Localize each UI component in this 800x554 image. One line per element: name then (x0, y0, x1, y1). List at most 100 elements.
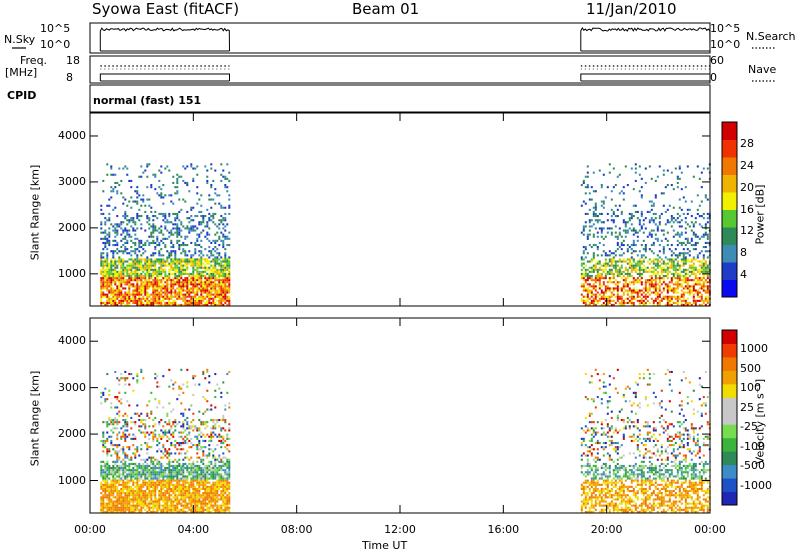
echo-cell (148, 506, 151, 509)
echo-cell (656, 301, 659, 304)
echo-cell (210, 163, 213, 166)
echo-cell (580, 299, 583, 302)
echo-cell (200, 281, 203, 284)
echo-cell (696, 260, 699, 263)
echo-cell (662, 279, 665, 282)
echo-cell (648, 281, 651, 284)
echo-cell (182, 289, 185, 292)
echo-cell (624, 223, 627, 226)
echo-cell (154, 279, 157, 282)
echo-cell (162, 471, 165, 474)
echo-cell (162, 456, 165, 459)
echo-cell (110, 268, 113, 271)
echo-cell (130, 217, 133, 220)
echo-cell (110, 285, 113, 288)
echo-cell (212, 289, 215, 292)
echo-cell (620, 210, 623, 213)
echo-cell (114, 462, 117, 465)
echo-cell (100, 227, 103, 230)
echo-cell (138, 475, 141, 478)
echo-cell (200, 289, 203, 292)
echo-cell (612, 186, 615, 189)
echo-cell (220, 287, 223, 290)
echo-cell (170, 460, 173, 463)
echo-cell (656, 266, 659, 269)
echo-cell (700, 235, 703, 238)
echo-cell (178, 473, 181, 476)
echo-cell (126, 268, 129, 271)
echo-cell (618, 268, 621, 271)
echo-cell (198, 383, 201, 386)
echo-cell (688, 275, 691, 278)
echo-cell (156, 506, 159, 509)
echo-cell (180, 467, 183, 470)
echo-cell (148, 283, 151, 286)
echo-cell (122, 221, 125, 224)
echo-cell (102, 442, 105, 445)
echo-cell (168, 490, 171, 493)
echo-cell (588, 233, 591, 236)
echo-cell (116, 467, 119, 470)
echo-cell (214, 241, 217, 244)
echo-cell (680, 270, 683, 273)
echo-cell (646, 295, 649, 298)
echo-cell (134, 233, 137, 236)
echo-cell (124, 235, 127, 238)
echo-cell (102, 275, 105, 278)
echo-cell (676, 217, 679, 220)
echo-cell (102, 268, 105, 271)
echo-cell (182, 283, 185, 286)
echo-cell (220, 279, 223, 282)
echo-cell (104, 481, 107, 484)
echo-cell (594, 285, 597, 288)
echo-cell (192, 492, 195, 495)
echo-cell (114, 510, 117, 513)
echo-cell (120, 477, 123, 480)
echo-cell (172, 272, 175, 275)
echo-cell (132, 219, 135, 222)
echo-cell (172, 279, 175, 282)
echo-cell (190, 427, 193, 430)
echo-cell (166, 260, 169, 263)
echo-cell (174, 419, 177, 422)
echo-cell (192, 419, 195, 422)
echo-cell (678, 279, 681, 282)
echo-cell (170, 252, 173, 255)
echo-cell (160, 188, 163, 191)
echo-cell (604, 275, 607, 278)
echo-cell (580, 272, 583, 275)
echo-cell (190, 283, 193, 286)
echo-cell (620, 277, 623, 280)
echo-cell (106, 303, 109, 306)
echo-cell (136, 293, 139, 296)
echo-cell (676, 272, 679, 275)
echo-cell (214, 297, 217, 300)
echo-cell (104, 469, 107, 472)
echo-cell (174, 487, 177, 490)
echo-cell (140, 506, 143, 509)
echo-cell (136, 291, 139, 294)
echo-cell (134, 504, 137, 507)
echo-cell (212, 283, 215, 286)
echo-cell (154, 272, 157, 275)
echo-cell (694, 221, 697, 224)
echo-cell (672, 217, 675, 220)
echo-cell (214, 277, 217, 280)
echo-cell (682, 258, 685, 261)
echo-cell (678, 252, 681, 255)
echo-cell (212, 297, 215, 300)
echo-cell (204, 492, 207, 495)
echo-cell (134, 266, 137, 269)
echo-cell (108, 275, 111, 278)
echo-cell (226, 223, 229, 226)
echo-cell (670, 289, 673, 292)
echo-cell (202, 467, 205, 470)
echo-cell (192, 425, 195, 428)
echo-cell (170, 268, 173, 271)
echo-cell (204, 473, 207, 476)
echo-cell (224, 281, 227, 284)
echo-cell (116, 241, 119, 244)
echo-cell (616, 208, 619, 211)
echo-cell (174, 264, 177, 267)
echo-cell (154, 297, 157, 300)
